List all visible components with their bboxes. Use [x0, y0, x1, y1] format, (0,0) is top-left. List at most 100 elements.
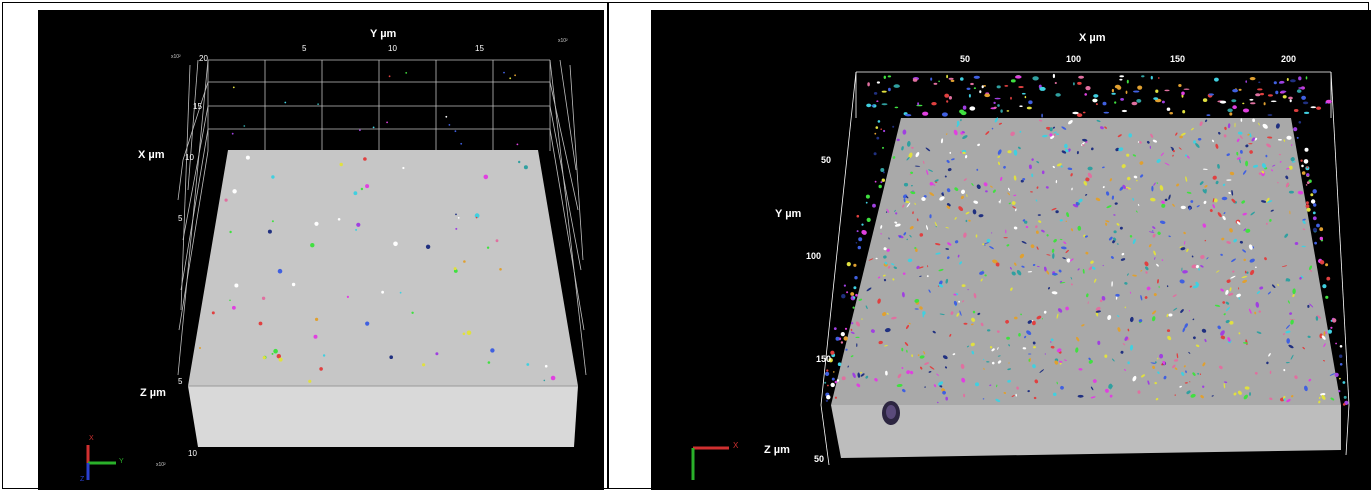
particle-dot: [919, 275, 922, 277]
particle-dot: [907, 258, 913, 263]
particle-dot: [317, 103, 319, 106]
particle-dot: [983, 358, 985, 361]
particle-dot: [1038, 220, 1042, 223]
particle-dot: [460, 142, 463, 145]
particle-dot: [1006, 244, 1010, 247]
particle-dot: [856, 214, 860, 218]
particle-dot: [962, 105, 967, 110]
particle-dot: [455, 227, 458, 230]
particle-dot: [1172, 294, 1177, 298]
particle-dot: [1201, 328, 1207, 333]
particle-dot: [923, 195, 927, 198]
particle-dot: [1312, 216, 1317, 221]
particle-dot: [901, 146, 904, 151]
particle-dot: [1172, 203, 1175, 207]
particle-dot: [1120, 350, 1124, 354]
particle-dot: [1325, 331, 1327, 335]
particle-dot: [1247, 133, 1250, 136]
particle-dot: [1126, 188, 1129, 190]
particle-dot: [1250, 102, 1256, 105]
particle-dot: [1157, 357, 1159, 360]
particle-dot: [1204, 239, 1207, 242]
particle-dot: [1170, 146, 1174, 150]
particle-dot: [983, 242, 989, 245]
particle-dot: [892, 156, 896, 159]
particle-dot: [1026, 330, 1032, 335]
particle-dot: [994, 117, 999, 123]
particle-dot: [1190, 127, 1194, 131]
particle-dot: [882, 312, 887, 317]
particle-dot: [1300, 275, 1304, 279]
particle-dot: [1215, 180, 1219, 185]
particle-dot: [231, 132, 234, 135]
particle-dot: [856, 230, 859, 233]
particle-dot: [956, 120, 960, 126]
particle-dot: [1032, 341, 1036, 345]
particle-dot: [1136, 99, 1142, 103]
particle-dot: [1231, 198, 1236, 203]
particle-dot: [916, 218, 919, 222]
particle-dot: [1319, 236, 1323, 241]
particle-dot: [916, 265, 920, 270]
particle-dot: [937, 381, 944, 386]
particle-dot: [875, 257, 878, 260]
particle-dot: [1014, 316, 1018, 320]
particle-dot: [1339, 363, 1343, 366]
particle-dot: [1244, 270, 1247, 274]
particle-dot: [1095, 197, 1101, 202]
particle-dot: [1164, 198, 1168, 202]
particle-dot: [1063, 241, 1067, 245]
particle-dot: [926, 275, 929, 278]
particle-dot: [1036, 186, 1039, 189]
particle-dot: [1184, 382, 1188, 384]
particle-dot: [1222, 301, 1226, 304]
particle-dot: [858, 237, 863, 242]
particle-dot: [1237, 390, 1242, 395]
particle-dot: [958, 300, 960, 303]
particle-dot: [1124, 369, 1126, 371]
particle-dot: [1293, 109, 1299, 112]
particle-dot: [232, 305, 236, 310]
particle-dot: [1231, 190, 1234, 196]
particle-dot: [1270, 209, 1274, 212]
particle-dot: [1088, 266, 1093, 271]
render-view-right[interactable]: X µm 50 100 150 200 50 Y µm 100 150 Z µm…: [651, 10, 1371, 490]
particle-dot: [980, 278, 983, 282]
particle-dot: [339, 162, 343, 167]
particle-dot: [1153, 97, 1159, 100]
x-tick: 50: [960, 54, 971, 64]
particle-dot: [1315, 316, 1319, 321]
particle-dot: [882, 274, 886, 277]
y-tick: 5: [302, 44, 307, 53]
particle-dot: [1286, 398, 1291, 403]
particle-dot: [886, 248, 890, 252]
particle-dot: [1111, 92, 1116, 95]
particle-dot: [1322, 359, 1326, 362]
particle-dot: [894, 209, 896, 212]
particle-dot: [1223, 212, 1226, 215]
particle-dot: [909, 234, 912, 238]
particle-dot: [1221, 237, 1225, 241]
particle-dot: [1051, 207, 1057, 211]
particle-dot: [902, 272, 906, 275]
particle-dot: [1228, 192, 1231, 194]
particle-dot: [1147, 380, 1150, 385]
particle-dot: [1113, 237, 1117, 241]
particle-dot: [1064, 143, 1068, 149]
particle-dot: [1306, 166, 1309, 169]
z-tick: 5: [178, 377, 183, 386]
render-view-left[interactable]: Y µm 5 10 15 x10² x10² x10² 20 15 X µm 1…: [38, 10, 604, 490]
particle-dot: [830, 350, 835, 355]
particle-dot: [1269, 397, 1273, 401]
particle-dot: [1225, 306, 1231, 312]
particle-dot: [888, 87, 891, 92]
particle-dot: [928, 169, 933, 172]
particle-dot: [319, 367, 323, 371]
particle-dot: [1242, 249, 1246, 253]
particle-dot: [895, 212, 898, 215]
particle-dot: [834, 380, 838, 384]
particle-dot: [1014, 262, 1017, 266]
particle-dot: [1061, 150, 1067, 154]
particle-dot: [963, 393, 966, 398]
particle-dot: [1228, 293, 1234, 296]
